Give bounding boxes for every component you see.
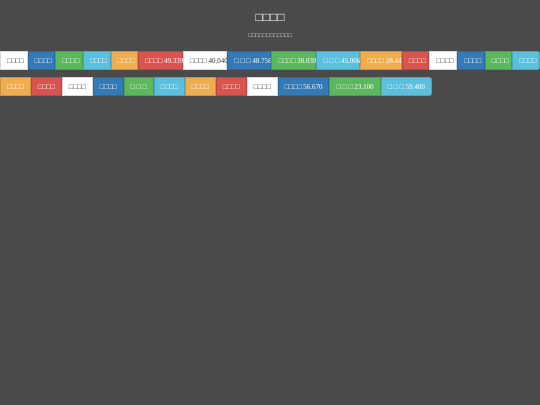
button[interactable]: □□□□ [484, 51, 513, 70]
button-rows: □□□□ □□□□ □□□□ □□□□ □□□□ □□□□ 49.339 □□□□ 40.0… [0, 51, 540, 96]
button-row: □□□□ □□□□ □□□□ □□□□ □ □ □ □□□□ □□□□ □□□□ □□□□ □□□… [0, 77, 540, 96]
button[interactable]: □□□□ 40.040 [182, 51, 228, 70]
button[interactable]: □□□□ [30, 77, 62, 96]
button[interactable]: □□□□ 38.039 [271, 51, 316, 70]
button[interactable]: □□□□ [429, 51, 458, 70]
button[interactable]: □ □ □ [123, 77, 154, 96]
page-subtitle: □□□□□□□□□□□□ [248, 33, 292, 39]
button[interactable]: □□□□ [215, 77, 247, 96]
button[interactable]: □□□□ 49.339 [138, 51, 183, 70]
button[interactable]: □□□□ 28.44 [360, 51, 402, 70]
button[interactable]: □□□□ 56.670 [277, 77, 330, 96]
button[interactable]: □□□□ [55, 51, 83, 70]
button[interactable]: □□□□ [0, 51, 28, 70]
button-row: □□□□ □□□□ □□□□ □□□□ □□□□ □□□□ 49.339 □□□□ 40.0… [0, 51, 540, 70]
button[interactable]: □□□□ [0, 77, 31, 96]
button[interactable]: □□□□ [401, 51, 430, 70]
button[interactable]: □ □ □ 59.480 [380, 77, 432, 96]
button[interactable]: □□□□ [92, 77, 124, 96]
page-title: □□□□ [255, 10, 285, 24]
button[interactable]: □□□□ [246, 77, 278, 96]
button[interactable]: □□□□ [184, 77, 216, 96]
button[interactable]: □□□□ [110, 51, 139, 70]
button[interactable]: □ □ □ 45.006 [316, 51, 360, 70]
button[interactable]: □□□□ [457, 51, 485, 70]
button[interactable]: □□□□ [61, 77, 93, 96]
button[interactable]: □□□□ [153, 77, 185, 96]
button[interactable]: □□□□ [82, 51, 111, 70]
button[interactable]: □ □ □ 23.100 [329, 77, 381, 96]
button[interactable]: □□□□ [27, 51, 56, 70]
button[interactable]: □□□□ [512, 51, 540, 70]
button[interactable]: □ □ □ 48.756 [227, 51, 272, 70]
